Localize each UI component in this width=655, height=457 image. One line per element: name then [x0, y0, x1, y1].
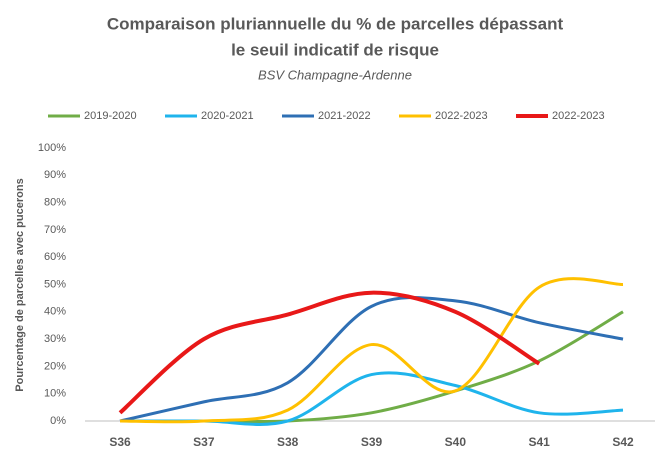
- legend-label: 2020-2021: [201, 110, 254, 122]
- legend-label: 2022-2023: [435, 110, 488, 122]
- x-tick-label: S41: [528, 435, 550, 449]
- chart-subtitle: BSV Champagne-Ardenne: [258, 67, 412, 82]
- line-series: [118, 290, 541, 415]
- y-tick-label: 0%: [50, 415, 66, 427]
- y-tick-label: 60%: [44, 251, 66, 263]
- y-tick-label: 20%: [44, 360, 66, 372]
- y-tick-label: 100%: [38, 142, 66, 154]
- chart-title: le seuil indicatif de risque: [231, 40, 439, 59]
- y-tick-label: 30%: [44, 333, 66, 345]
- legend-label: 2019-2020: [84, 110, 137, 122]
- x-tick-label: S36: [109, 435, 131, 449]
- y-tick-label: 50%: [44, 278, 66, 290]
- line-series: [119, 371, 624, 426]
- y-tick-label: 80%: [44, 197, 66, 209]
- y-axis-label: Pourcentage de parcelles avec pucerons: [14, 178, 26, 391]
- legend-label: 2022-2023: [552, 110, 605, 122]
- line-series: [119, 277, 624, 424]
- y-tick-label: 40%: [44, 306, 66, 318]
- x-tick-label: S40: [445, 435, 467, 449]
- x-tick-label: S38: [277, 435, 299, 449]
- y-tick-label: 10%: [44, 388, 66, 400]
- y-tick-label: 70%: [44, 224, 66, 236]
- y-tick-label: 90%: [44, 169, 66, 181]
- chart-title: Comparaison pluriannuelle du % de parcel…: [107, 14, 564, 33]
- x-tick-label: S37: [193, 435, 215, 449]
- x-tick-label: S42: [612, 435, 634, 449]
- line-series: [119, 295, 624, 423]
- x-tick-label: S39: [361, 435, 383, 449]
- legend-label: 2021-2022: [318, 110, 371, 122]
